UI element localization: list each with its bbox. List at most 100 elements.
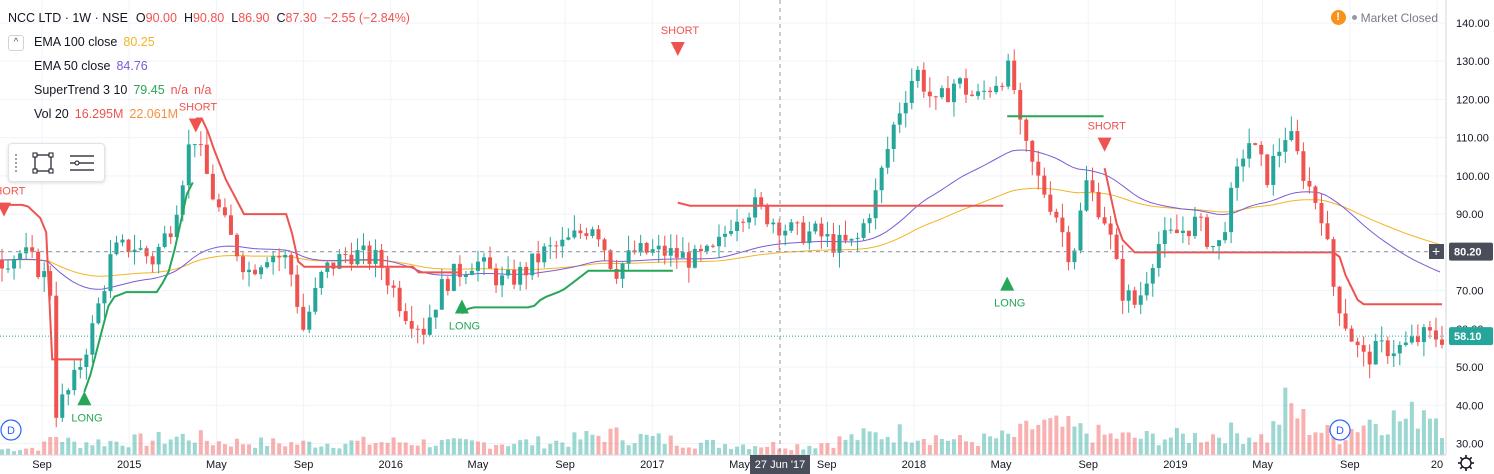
indicator-row[interactable]: ^ EMA 100 close 80.25 xyxy=(8,33,410,52)
candle-body xyxy=(945,88,950,103)
volume-bar xyxy=(144,445,149,455)
candle-body xyxy=(488,257,493,269)
volume-bar xyxy=(976,445,981,455)
volume-bar xyxy=(180,433,185,455)
time-tick-label: May xyxy=(1252,459,1273,471)
volume-bar xyxy=(927,444,932,455)
short-signal-label: SHORT xyxy=(0,186,26,198)
price-tick-label: 120.00 xyxy=(1456,94,1490,106)
short-signal-label: SHORT xyxy=(1088,121,1127,133)
volume-bar xyxy=(415,445,420,455)
candle-body xyxy=(228,215,233,235)
volume-bar xyxy=(1132,437,1137,455)
long-signal-label: LONG xyxy=(994,298,1025,310)
candle-body xyxy=(518,266,523,285)
market-status[interactable]: ! Market Closed xyxy=(1330,10,1438,25)
indicator-list: ^ EMA 100 close 80.25 EMA 50 close 84.76 Supe… xyxy=(8,33,410,124)
volume-bar xyxy=(1373,424,1378,455)
collapse-toggle-icon[interactable]: ^ xyxy=(8,34,24,51)
plus-icon[interactable]: + xyxy=(1432,243,1440,259)
candle-body xyxy=(542,246,547,263)
candle-body xyxy=(1301,151,1306,181)
indicator-row[interactable]: SuperTrend 3 10 79.45 n/a n/a xyxy=(8,81,410,100)
candle-body xyxy=(331,262,336,269)
candle-body xyxy=(216,199,221,208)
candle-body xyxy=(1060,217,1065,233)
volume-bar xyxy=(566,446,571,455)
candle-body xyxy=(1114,234,1119,259)
ohlc-c: C87.30 xyxy=(276,9,316,28)
candle-body xyxy=(1295,131,1300,152)
candle-body xyxy=(994,85,999,93)
volume-bar xyxy=(933,435,938,455)
time-axis[interactable] xyxy=(0,455,1494,474)
volume-bar xyxy=(1217,437,1222,455)
candle-body xyxy=(897,113,902,125)
candle-body xyxy=(180,185,185,215)
volume-bar xyxy=(1433,418,1438,455)
candle-body xyxy=(885,149,890,168)
volume-bar xyxy=(162,443,167,455)
indicator-row[interactable]: Vol 20 16.295M 22.061M xyxy=(8,105,410,124)
volume-bar xyxy=(500,444,505,455)
candle-body xyxy=(716,236,721,247)
volume-bar xyxy=(1186,442,1191,455)
candle-body xyxy=(825,234,830,237)
candle-body xyxy=(198,144,203,146)
volume-bar xyxy=(939,438,944,455)
volume-bar xyxy=(42,441,47,455)
dividend-marker[interactable] xyxy=(0,419,22,441)
symbol-title[interactable]: NCC LTD · 1W · NSE xyxy=(8,11,128,25)
indicator-row[interactable]: EMA 50 close 84.76 xyxy=(8,57,410,76)
drag-grip-icon[interactable] xyxy=(14,153,18,172)
volume-bar xyxy=(409,445,414,455)
volume-bar xyxy=(0,449,4,455)
ema-100-line xyxy=(0,187,1441,277)
volume-bar xyxy=(1030,429,1035,455)
ohlc-h: H90.80 xyxy=(184,9,224,28)
volume-bar xyxy=(126,447,131,455)
candle-body xyxy=(24,247,29,254)
candle-body xyxy=(710,245,715,247)
candle-body xyxy=(72,369,77,391)
volume-bar xyxy=(216,441,221,455)
dividend-marker[interactable] xyxy=(1329,419,1351,441)
volume-bar xyxy=(482,442,486,455)
candle-body xyxy=(1325,223,1330,240)
volume-bar xyxy=(855,440,860,455)
candle-body xyxy=(735,221,740,232)
candle-body xyxy=(1217,240,1222,247)
volume-bar xyxy=(283,446,288,455)
ohlc-o: O90.00 xyxy=(136,9,177,28)
settings-lines-icon[interactable] xyxy=(69,152,95,174)
drawing-toolbox[interactable] xyxy=(8,143,105,182)
volume-bar xyxy=(783,448,788,455)
candle-body xyxy=(927,91,932,97)
volume-bar xyxy=(873,432,878,455)
volume-bar xyxy=(234,438,239,455)
candle-body xyxy=(120,239,125,243)
candle-body xyxy=(1156,244,1161,268)
candle-body xyxy=(704,245,709,252)
rectangle-tool-icon[interactable] xyxy=(32,152,54,174)
volume-bar xyxy=(915,440,920,455)
market-status-text: Market Closed xyxy=(1360,10,1438,25)
add-alert-button[interactable] xyxy=(1429,244,1444,259)
candle-body xyxy=(271,256,276,263)
indicator-value: 80.25 xyxy=(123,35,155,49)
candle-body xyxy=(403,311,408,322)
candle-body xyxy=(1421,327,1426,343)
candle-body xyxy=(30,247,35,252)
candle-body xyxy=(210,173,215,200)
warning-icon[interactable]: ! xyxy=(1330,10,1346,25)
volume-bar xyxy=(186,440,191,455)
candle-body xyxy=(1319,202,1324,224)
volume-bar xyxy=(1018,423,1023,455)
candle-body xyxy=(295,274,300,307)
volume-bar xyxy=(765,446,770,455)
supertrend-line xyxy=(4,203,83,361)
volume-bar xyxy=(277,443,282,455)
price-axis[interactable] xyxy=(1446,0,1494,474)
volume-bar xyxy=(6,448,11,455)
